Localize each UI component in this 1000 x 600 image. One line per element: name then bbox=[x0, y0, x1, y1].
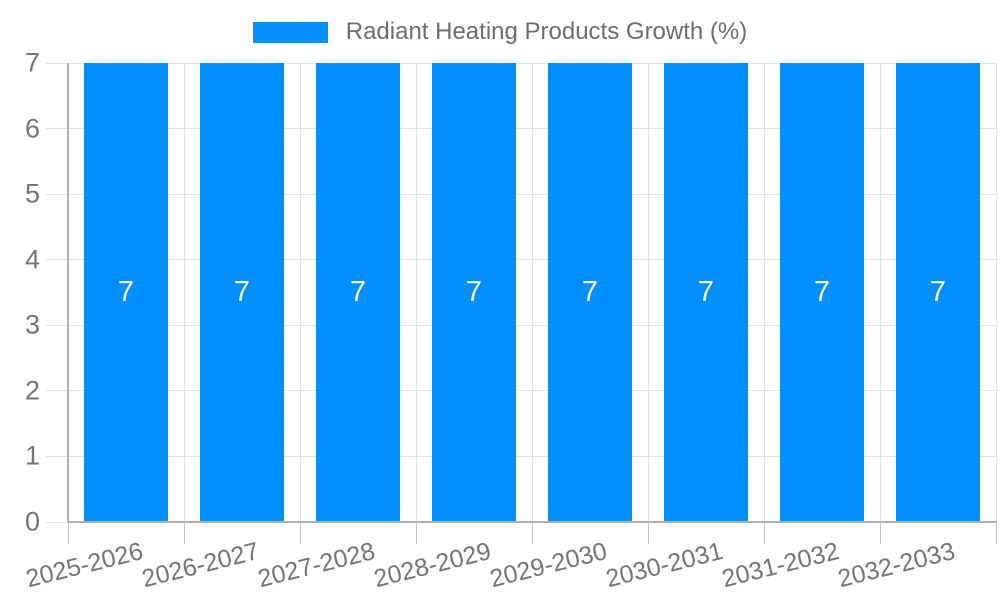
x-tick-mark bbox=[531, 522, 533, 544]
y-tick-mark bbox=[46, 390, 68, 392]
bar-value-label: 7 bbox=[697, 276, 715, 308]
bar-value-label: 7 bbox=[349, 276, 367, 308]
legend-swatch bbox=[252, 21, 328, 43]
x-category-label: 2031-2032 bbox=[719, 537, 843, 594]
x-tick-mark bbox=[995, 522, 997, 544]
x-gridline bbox=[647, 63, 649, 522]
y-tick-label: 4 bbox=[24, 244, 40, 275]
x-tick-mark bbox=[879, 522, 881, 544]
legend-label: Radiant Heating Products Growth (%) bbox=[345, 18, 748, 45]
bar-value-label: 7 bbox=[465, 276, 483, 308]
y-tick-mark bbox=[46, 521, 68, 523]
x-category-label: 2032-2033 bbox=[835, 537, 959, 594]
x-category-label: 2029-2030 bbox=[487, 537, 611, 594]
x-category-label: 2030-2031 bbox=[603, 537, 727, 594]
y-tick-label: 6 bbox=[24, 113, 40, 144]
y-axis-line bbox=[67, 63, 69, 522]
x-tick-mark bbox=[299, 522, 301, 544]
x-gridline bbox=[995, 63, 997, 522]
y-tick-label: 7 bbox=[24, 47, 40, 78]
y-tick-mark bbox=[46, 193, 68, 195]
x-gridline bbox=[299, 63, 301, 522]
bar[interactable]: 7 bbox=[316, 63, 400, 522]
y-tick-mark bbox=[46, 62, 68, 64]
y-tick-label: 2 bbox=[24, 375, 40, 406]
y-tick-label: 3 bbox=[24, 309, 40, 340]
y-tick-label: 5 bbox=[24, 178, 40, 209]
x-gridline bbox=[531, 63, 533, 522]
x-gridline bbox=[763, 63, 765, 522]
bar[interactable]: 7 bbox=[548, 63, 632, 522]
x-category-label: 2026-2027 bbox=[139, 537, 263, 594]
bar[interactable]: 7 bbox=[664, 63, 748, 522]
plot-area: 7 7 7 7 7 7 7 7 bbox=[68, 62, 997, 522]
x-tick-mark bbox=[647, 522, 649, 544]
bar-value-label: 7 bbox=[117, 276, 135, 308]
y-tick-mark bbox=[46, 128, 68, 130]
x-tick-mark bbox=[67, 522, 69, 544]
bar-value-label: 7 bbox=[813, 276, 831, 308]
bar[interactable]: 7 bbox=[780, 63, 864, 522]
legend[interactable]: Radiant Heating Products Growth (%) bbox=[0, 20, 1000, 44]
x-tick-mark bbox=[415, 522, 417, 544]
bar[interactable]: 7 bbox=[84, 63, 168, 522]
bar[interactable]: 7 bbox=[200, 63, 284, 522]
bar[interactable]: 7 bbox=[432, 63, 516, 522]
y-tick-label: 1 bbox=[24, 440, 40, 471]
bar[interactable]: 7 bbox=[896, 63, 980, 522]
x-tick-mark bbox=[183, 522, 185, 544]
bar-value-label: 7 bbox=[581, 276, 599, 308]
x-tick-mark bbox=[763, 522, 765, 544]
x-category-label: 2027-2028 bbox=[255, 537, 379, 594]
y-tick-label: 0 bbox=[24, 506, 40, 537]
y-tick-mark bbox=[46, 455, 68, 457]
bar-value-label: 7 bbox=[233, 276, 251, 308]
y-tick-mark bbox=[46, 324, 68, 326]
x-gridline bbox=[183, 63, 185, 522]
y-tick-mark bbox=[46, 259, 68, 261]
bar-value-label: 7 bbox=[929, 276, 947, 308]
x-category-label: 2028-2029 bbox=[371, 537, 495, 594]
x-category-label: 2025-2026 bbox=[23, 537, 147, 594]
x-axis-line bbox=[67, 521, 997, 523]
x-gridline bbox=[879, 63, 881, 522]
x-gridline bbox=[415, 63, 417, 522]
